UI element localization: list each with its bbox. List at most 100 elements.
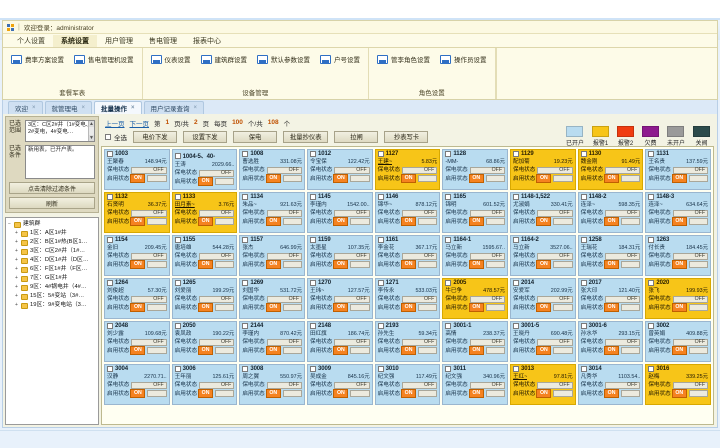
enable-state-field[interactable] bbox=[485, 218, 505, 225]
power-state-value[interactable]: OFF bbox=[672, 209, 708, 217]
meter-cell[interactable]: 3004 汉静 2270.71.. 保电状态 OFF 启用状态 ON bbox=[104, 364, 170, 405]
selected-condition-value[interactable]: 新用表，已开户表。 bbox=[25, 145, 95, 179]
meter-cell-checkbox[interactable] bbox=[445, 323, 452, 329]
customer-name[interactable]: 朱品~ bbox=[242, 202, 257, 208]
customer-name[interactable]: 马立新 bbox=[445, 245, 463, 251]
meter-cell-checkbox[interactable] bbox=[445, 280, 452, 286]
ribbon-btn-meter[interactable]: 仪表设置 bbox=[146, 52, 196, 66]
meter-cell[interactable]: 1148-2 连泽~ 598.35元 保电状态 OFF 启用状态 ON bbox=[577, 192, 644, 233]
enable-state-field[interactable] bbox=[418, 390, 438, 397]
customer-name[interactable]: 刘少露 bbox=[107, 331, 124, 337]
enable-state-field[interactable] bbox=[215, 218, 235, 225]
meter-cell[interactable]: 3011 纪文强 340.96元 保电状态 OFF 启用状态 ON bbox=[442, 364, 508, 405]
ribbon-btn-operator[interactable]: 操作员设置 bbox=[435, 52, 492, 66]
customer-name[interactable]: 金旧 bbox=[107, 245, 119, 251]
customer-name[interactable]: 连泽~ bbox=[648, 202, 663, 208]
customer-name[interactable]: 赵梅 bbox=[648, 374, 660, 380]
meter-cell[interactable]: 3001-5 王晓丹 690.48元 保电状态 OFF 启用状态 ON bbox=[509, 321, 576, 362]
enable-state-field[interactable] bbox=[282, 390, 302, 397]
enable-state-value[interactable]: ON bbox=[130, 389, 146, 398]
customer-name[interactable]: 配加菊 bbox=[512, 159, 530, 165]
enable-state-value[interactable]: ON bbox=[671, 260, 687, 269]
expand-icon[interactable]: + bbox=[15, 302, 18, 308]
meter-cell-checkbox[interactable] bbox=[580, 323, 587, 329]
tab-power-mgmt[interactable]: 就管理电 × bbox=[44, 101, 93, 114]
enable-state-value[interactable]: ON bbox=[671, 389, 687, 398]
enable-state-value[interactable]: ON bbox=[671, 217, 687, 226]
close-icon[interactable]: × bbox=[81, 105, 86, 111]
enable-state-value[interactable]: ON bbox=[130, 303, 146, 312]
tab-user-record-query[interactable]: 用户记录查询 × bbox=[143, 101, 205, 114]
enable-state-value[interactable]: ON bbox=[198, 260, 214, 269]
expand-icon[interactable]: − bbox=[8, 221, 11, 227]
customer-name[interactable]: 曹选胜 bbox=[242, 159, 260, 165]
power-state-value[interactable]: OFF bbox=[537, 295, 573, 303]
enable-state-field[interactable] bbox=[688, 261, 708, 268]
enable-state-value[interactable]: ON bbox=[130, 260, 146, 269]
customer-name[interactable]: 曾英娟 bbox=[648, 331, 666, 337]
customer-name[interactable]: 锦华~ bbox=[377, 202, 393, 208]
enable-state-field[interactable] bbox=[688, 175, 708, 182]
enable-state-value[interactable]: ON bbox=[265, 346, 281, 355]
power-state-value[interactable]: OFF bbox=[199, 381, 235, 389]
enable-state-field[interactable] bbox=[282, 304, 302, 311]
meter-cell[interactable]: 1159 太墨星 107.35元 保电状态 OFF 启用状态 ON bbox=[306, 235, 373, 276]
enable-state-field[interactable] bbox=[485, 304, 505, 311]
customer-name[interactable]: 张飞 bbox=[648, 288, 660, 294]
expand-icon[interactable]: + bbox=[15, 293, 18, 299]
customer-name[interactable]: 张大印 bbox=[580, 288, 598, 294]
meter-cell[interactable]: 1131 王名贵 137.59元 保电状态 OFF 启用状态 ON bbox=[645, 149, 711, 190]
enable-state-field[interactable] bbox=[350, 390, 370, 397]
meter-cell-checkbox[interactable] bbox=[648, 280, 655, 286]
customer-name[interactable]: 王年丽 bbox=[174, 374, 192, 380]
customer-name[interactable]: 刘国华 bbox=[242, 288, 260, 294]
meter-cell[interactable]: 1165 锦明 601.52元 保电状态 OFF 启用状态 ON bbox=[442, 192, 508, 233]
tree-item-zone-19[interactable]: + 19区：9#变电站（3… bbox=[7, 301, 97, 310]
power-state-value[interactable]: OFF bbox=[537, 338, 573, 346]
meter-cell-checkbox[interactable] bbox=[174, 323, 181, 329]
enable-state-value[interactable]: ON bbox=[130, 217, 146, 226]
expand-icon[interactable]: + bbox=[15, 284, 18, 290]
meter-cell[interactable]: 2144 李瑾内 870.42元 保电状态 OFF 启用状态 ON bbox=[239, 321, 305, 362]
enable-state-field[interactable] bbox=[350, 261, 370, 268]
tree-item-zone-6[interactable]: + 6区：F区1#井（F区… bbox=[7, 265, 97, 274]
meter-cell[interactable]: 1264 刘俊超 57.30元 保电状态 OFF 启用状态 ON bbox=[104, 278, 170, 319]
power-state-value[interactable]: OFF bbox=[199, 295, 235, 303]
enable-state-value[interactable]: ON bbox=[265, 389, 281, 398]
tab-batch-operation[interactable]: 批量操作 × bbox=[94, 101, 142, 114]
meter-cell-checkbox[interactable] bbox=[580, 366, 587, 372]
meter-cell-checkbox[interactable] bbox=[309, 194, 316, 200]
meter-cell[interactable]: 3001-1 高情 238.37元 保电状态 OFF 启用状态 ON bbox=[442, 321, 508, 362]
customer-name[interactable]: 凡秀华 bbox=[580, 374, 598, 380]
enable-state-value[interactable]: ON bbox=[198, 303, 214, 312]
enable-state-field[interactable] bbox=[147, 304, 167, 311]
enable-state-value[interactable]: ON bbox=[265, 174, 281, 183]
power-state-value[interactable]: OFF bbox=[605, 338, 641, 346]
customer-name[interactable]: 王瑞花 bbox=[580, 245, 598, 251]
menu-item-users[interactable]: 用户管理 bbox=[105, 37, 133, 45]
tree-item-zone-3[interactable]: + 3区：C区2#井（1#… bbox=[7, 247, 97, 256]
enable-state-value[interactable]: ON bbox=[265, 303, 281, 312]
enable-state-field[interactable] bbox=[215, 390, 235, 397]
prev-page-link[interactable]: 上一页 bbox=[105, 120, 125, 128]
customer-name[interactable]: 马立新 bbox=[512, 245, 530, 251]
customer-name[interactable]: 尤淑娟 bbox=[512, 202, 530, 208]
meter-cell[interactable]: 1154 金旧 209.45元 保电状态 OFF 启用状态 ON bbox=[104, 235, 170, 276]
enable-state-value[interactable]: ON bbox=[671, 174, 687, 183]
menu-item-sales[interactable]: 售电管理 bbox=[149, 37, 177, 45]
enable-state-field[interactable] bbox=[621, 347, 641, 354]
customer-name[interactable]: 李金花 bbox=[377, 245, 395, 251]
tab-welcome[interactable]: 欢迎 × bbox=[8, 101, 43, 114]
enable-state-value[interactable]: ON bbox=[604, 389, 620, 398]
power-state-value[interactable]: OFF bbox=[131, 338, 167, 346]
enable-state-field[interactable] bbox=[621, 175, 641, 182]
meter-cell[interactable]: 1004-5、40- 王涛 2029.66.. 保电状态 OFF 启用状态 ON bbox=[171, 149, 238, 190]
customer-name[interactable]: 王名贵 bbox=[648, 159, 666, 165]
tree-item-zone-2[interactable]: + 2区：B区1#热(B区1… bbox=[7, 238, 97, 247]
enable-state-field[interactable] bbox=[485, 175, 505, 182]
enable-state-value[interactable]: ON bbox=[333, 389, 349, 398]
power-state-value[interactable]: OFF bbox=[537, 209, 573, 217]
enable-state-value[interactable]: ON bbox=[671, 303, 687, 312]
meter-cell-checkbox[interactable] bbox=[445, 151, 452, 157]
meter-cell-checkbox[interactable] bbox=[309, 323, 316, 329]
